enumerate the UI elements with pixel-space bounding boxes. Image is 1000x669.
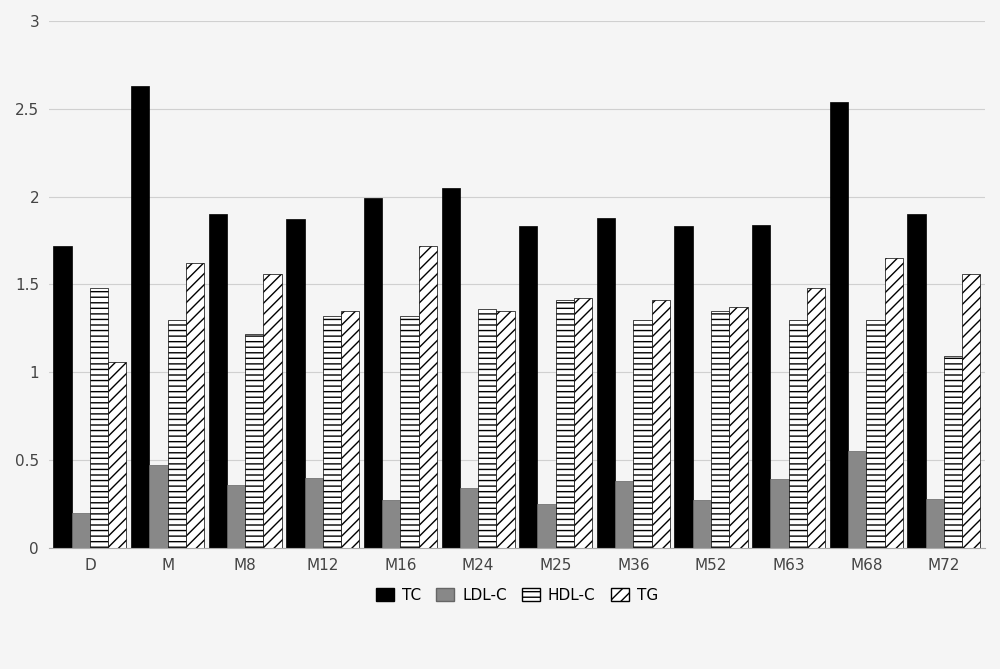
Bar [770,480,789,548]
Bar [674,227,693,548]
Bar [227,484,245,548]
Bar [419,246,437,548]
Bar [131,86,149,548]
Bar [364,199,382,548]
Bar [537,504,556,548]
Bar [944,357,962,548]
Bar [907,214,926,548]
Bar [460,488,478,548]
Bar [496,311,515,548]
Bar [382,500,400,548]
Bar [615,481,633,548]
Bar [711,311,729,548]
Bar [478,309,496,548]
Legend: TC, LDL-C, HDL-C, TG: TC, LDL-C, HDL-C, TG [370,581,664,609]
Bar [830,102,848,548]
Bar [341,311,359,548]
Bar [209,214,227,548]
Bar [108,362,126,548]
Bar [186,264,204,548]
Bar [962,274,980,548]
Bar [866,320,885,548]
Bar [400,316,419,548]
Bar [90,288,108,548]
Bar [323,316,341,548]
Bar [652,300,670,548]
Bar [597,217,615,548]
Bar [149,466,168,548]
Bar [574,298,592,548]
Bar [752,225,770,548]
Bar [263,274,282,548]
Bar [729,307,748,548]
Bar [556,300,574,548]
Bar [789,320,807,548]
Bar [926,498,944,548]
Bar [53,246,72,548]
Bar [848,452,866,548]
Bar [633,320,652,548]
Bar [305,478,323,548]
Bar [168,320,186,548]
Bar [245,334,263,548]
Bar [72,512,90,548]
Bar [286,219,305,548]
Bar [442,188,460,548]
Bar [693,500,711,548]
Bar [807,288,825,548]
Bar [519,227,537,548]
Bar [885,258,903,548]
